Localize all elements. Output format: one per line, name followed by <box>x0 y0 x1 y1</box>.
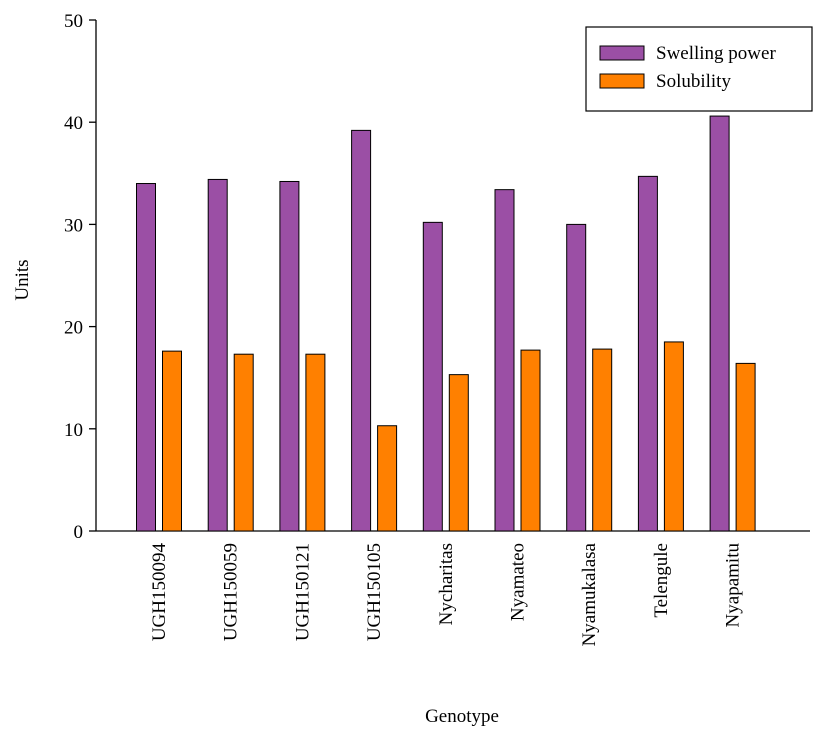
bar-solubility <box>305 353 326 532</box>
x-axis-label: Genotype <box>425 706 499 726</box>
y-axis-label: Units <box>12 259 33 300</box>
bar-swelling-power <box>279 180 300 532</box>
bar-solubility <box>162 350 182 532</box>
bar-solubility <box>377 425 398 532</box>
axis-labels: Units Genotype <box>12 259 499 727</box>
y-tick-label: 0 <box>74 522 84 543</box>
bar-solubility <box>735 362 756 532</box>
bar-solubility <box>520 349 541 532</box>
x-tick-label: Nyapamitu <box>723 543 744 628</box>
bar-swelling-power <box>494 189 515 532</box>
bar-solubility <box>592 348 613 532</box>
x-tick-label: UGH150105 <box>364 543 385 641</box>
legend-label: Solubility <box>656 71 731 92</box>
bar-solubility <box>448 374 469 532</box>
bar-swelling-power <box>207 178 228 532</box>
x-tick-label: UGH150121 <box>292 543 313 641</box>
bar-solubility <box>663 341 684 532</box>
bar-swelling-power <box>637 175 658 532</box>
legend-swatch <box>599 73 645 89</box>
legend-box <box>585 26 813 112</box>
bar-swelling-power <box>351 129 372 532</box>
x-tick-label: UGH150094 <box>149 543 170 642</box>
bar-swelling-power <box>422 221 443 532</box>
legend-label: Swelling power <box>656 43 776 64</box>
bar-swelling-power <box>136 183 156 532</box>
axes: 0 10 20 30 40 50 UGH150094 UGH150059 UGH150121 UG… <box>64 11 810 646</box>
y-tick-label: 30 <box>64 215 83 236</box>
bars <box>136 115 756 532</box>
x-tick-label: Nyamukalasa <box>579 542 600 646</box>
y-tick-label: 50 <box>64 11 83 32</box>
bar-swelling-power <box>566 223 587 532</box>
legend-swatch <box>599 45 645 61</box>
bar-swelling-power <box>709 115 730 532</box>
x-tick-label: UGH150059 <box>221 543 242 641</box>
x-tick-label: Telengule <box>651 543 672 618</box>
x-tick-label: Nycharitas <box>436 543 457 625</box>
bar-solubility <box>233 353 254 532</box>
x-tick-label: Nyamateo <box>508 543 529 621</box>
y-tick-label: 10 <box>64 420 83 441</box>
y-tick-label: 40 <box>64 113 83 134</box>
y-tick-label: 20 <box>64 318 83 339</box>
legend: Swelling power Solubility <box>585 26 813 112</box>
